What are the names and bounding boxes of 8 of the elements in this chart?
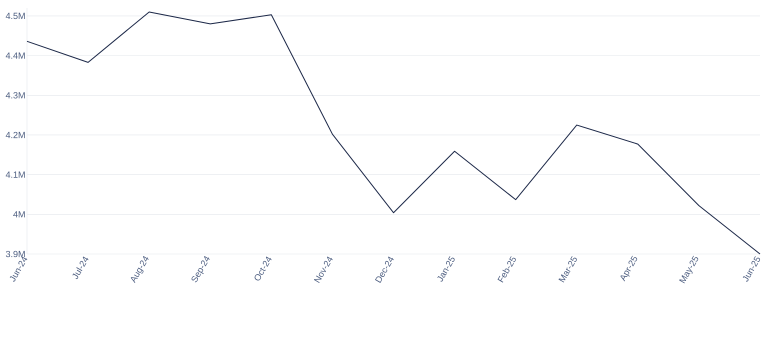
y-tick-label: 4.4M: [6, 52, 25, 59]
y-tick-label: 4.1M: [6, 172, 25, 178]
y-tick-label: 3.9M: [6, 250, 25, 258]
y-tick-label: 4.3M: [6, 92, 25, 98]
y-tick-label: 4.5M: [6, 12, 25, 20]
line-series: [26, 11, 761, 254]
y-tick-label: 4.2M: [6, 132, 25, 138]
y-tick-label: 4M: [13, 211, 25, 218]
